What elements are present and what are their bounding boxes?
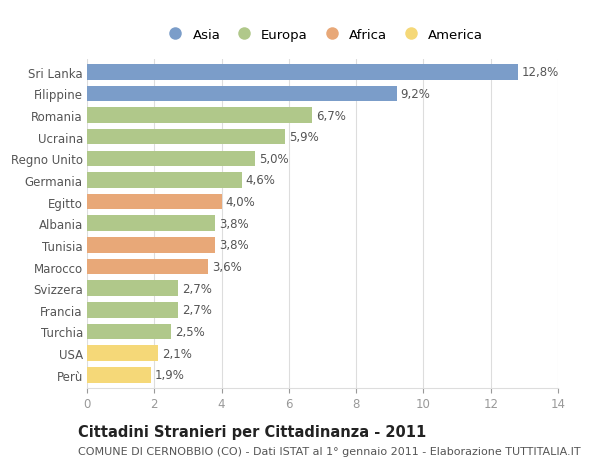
Text: 2,7%: 2,7% xyxy=(182,282,212,295)
Bar xyxy=(87,129,286,145)
Text: 3,8%: 3,8% xyxy=(219,217,248,230)
Text: Cittadini Stranieri per Cittadinanza - 2011: Cittadini Stranieri per Cittadinanza - 2… xyxy=(78,425,426,440)
Text: 9,2%: 9,2% xyxy=(401,88,430,101)
Bar xyxy=(87,281,178,297)
Bar xyxy=(87,216,215,231)
Text: 3,8%: 3,8% xyxy=(219,239,248,252)
Text: COMUNE DI CERNOBBIO (CO) - Dati ISTAT al 1° gennaio 2011 - Elaborazione TUTTITAL: COMUNE DI CERNOBBIO (CO) - Dati ISTAT al… xyxy=(78,446,581,456)
Bar xyxy=(87,302,178,318)
Bar xyxy=(87,238,215,253)
Text: 4,6%: 4,6% xyxy=(246,174,275,187)
Text: 5,9%: 5,9% xyxy=(290,131,319,144)
Bar xyxy=(87,86,397,102)
Text: 2,1%: 2,1% xyxy=(161,347,191,360)
Bar xyxy=(87,346,158,361)
Text: 4,0%: 4,0% xyxy=(226,196,256,209)
Text: 12,8%: 12,8% xyxy=(521,66,559,79)
Text: 2,7%: 2,7% xyxy=(182,304,212,317)
Text: 5,0%: 5,0% xyxy=(259,152,289,166)
Bar xyxy=(87,65,518,80)
Bar xyxy=(87,367,151,383)
Text: 3,6%: 3,6% xyxy=(212,260,242,274)
Bar xyxy=(87,195,221,210)
Text: 2,5%: 2,5% xyxy=(175,325,205,338)
Bar xyxy=(87,108,313,123)
Bar xyxy=(87,151,255,167)
Text: 1,9%: 1,9% xyxy=(155,369,185,381)
Bar xyxy=(87,173,242,188)
Legend: Asia, Europa, Africa, America: Asia, Europa, Africa, America xyxy=(157,23,488,47)
Bar xyxy=(87,259,208,275)
Text: 6,7%: 6,7% xyxy=(316,109,346,122)
Bar xyxy=(87,324,171,340)
